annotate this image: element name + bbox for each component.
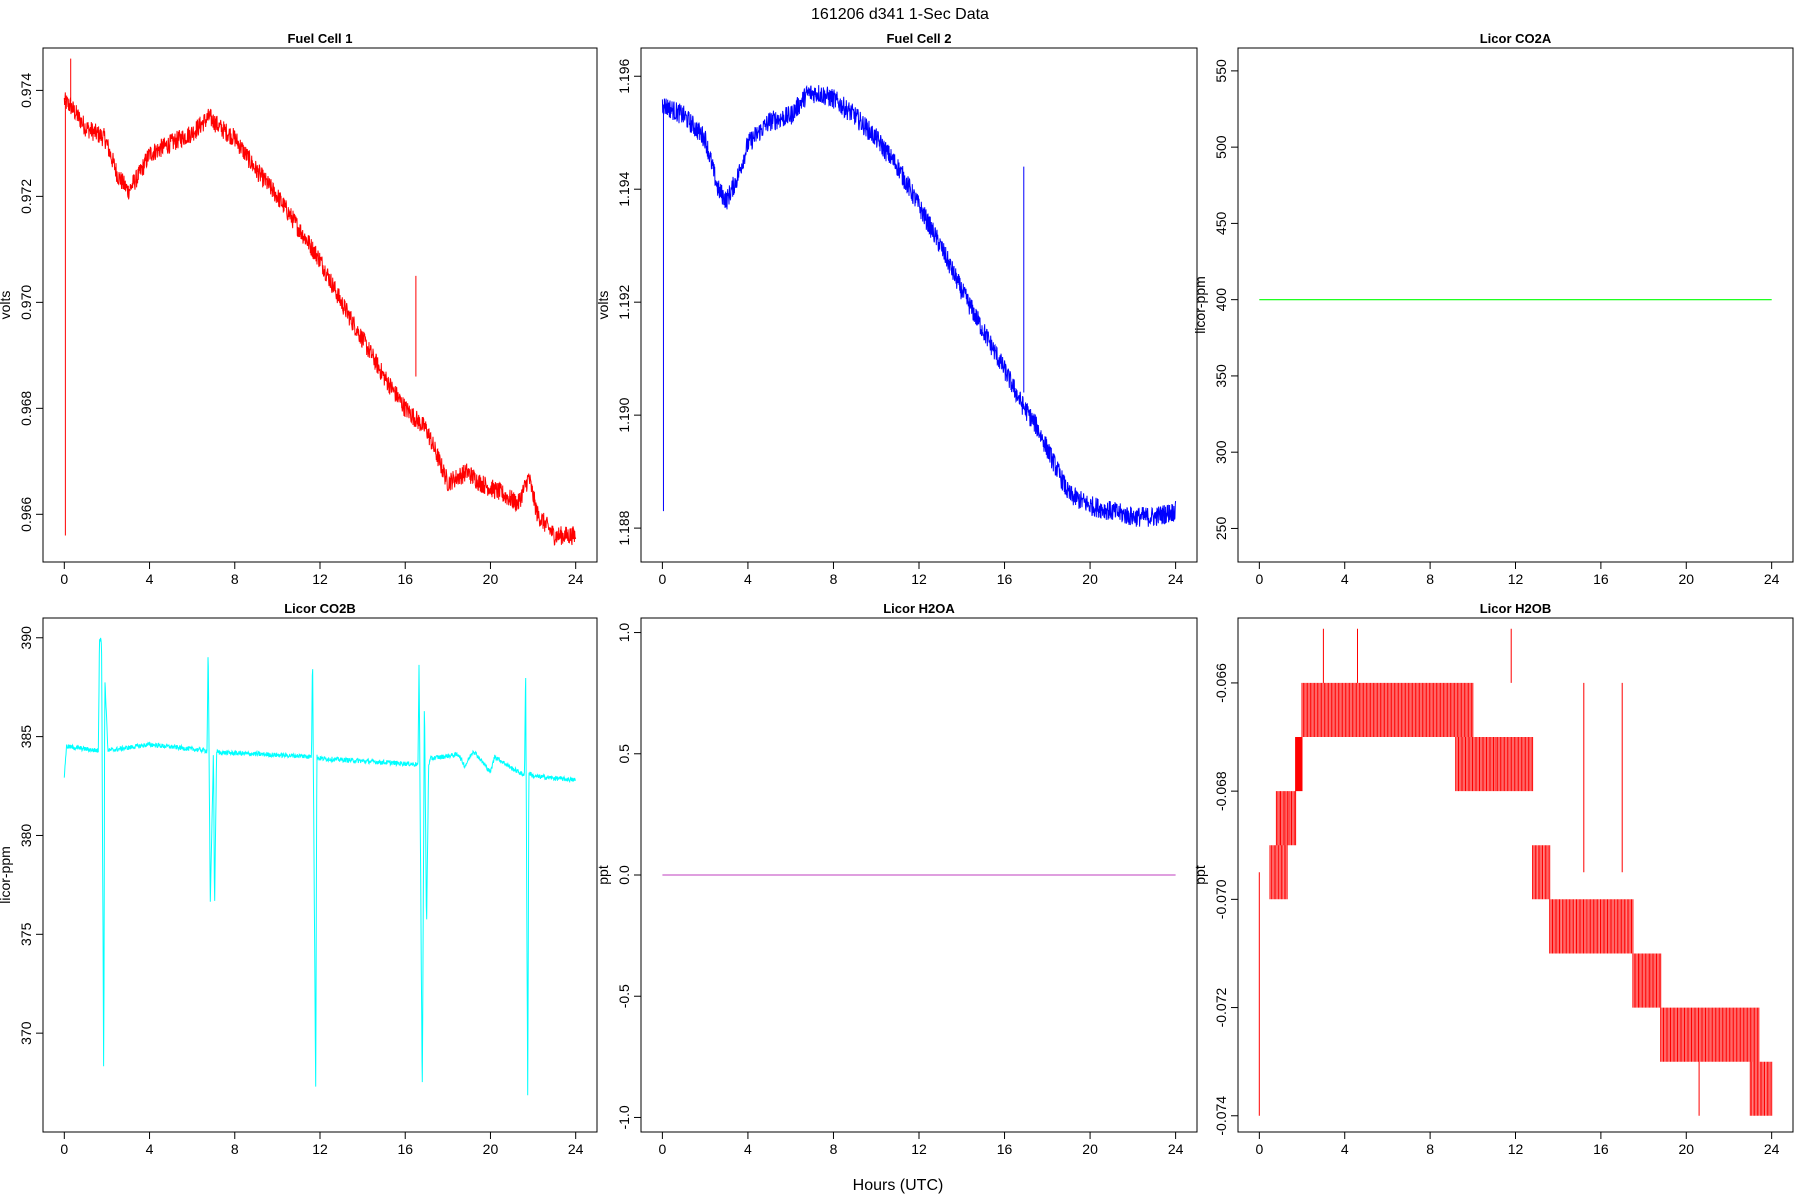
x-tick-label-co2a: 24 bbox=[1764, 571, 1780, 587]
x-tick-label-h2oa: 16 bbox=[997, 1141, 1013, 1157]
panel-title-fc2: Fuel Cell 2 bbox=[886, 31, 951, 46]
x-tick-label-h2ob: 0 bbox=[1255, 1141, 1263, 1157]
y-tick-label-co2b: 370 bbox=[18, 1021, 34, 1045]
y-axis-label-h2oa: ppt bbox=[595, 865, 611, 885]
y-tick-label-fc2: 1.192 bbox=[616, 284, 632, 319]
x-tick-label-fc2: 8 bbox=[830, 571, 838, 587]
x-tick-label-fc1: 12 bbox=[312, 571, 328, 587]
y-tick-label-co2a: 250 bbox=[1213, 517, 1229, 541]
x-tick-label-fc2: 0 bbox=[658, 571, 666, 587]
y-axis-label-co2a: licor-ppm bbox=[1192, 276, 1208, 334]
y-tick-label-fc1: 0.966 bbox=[18, 497, 34, 532]
series-fc2 bbox=[661, 84, 1177, 527]
x-tick-label-h2ob: 8 bbox=[1426, 1141, 1434, 1157]
series-co2b bbox=[63, 637, 576, 1096]
x-tick-label-co2b: 4 bbox=[146, 1141, 154, 1157]
y-tick-label-fc2: 1.188 bbox=[616, 510, 632, 545]
y-tick-label-co2b: 375 bbox=[18, 922, 34, 946]
plot-frame-co2a bbox=[1237, 47, 1794, 563]
panel-title-h2ob: Licor H2OB bbox=[1480, 601, 1552, 616]
x-tick-label-h2oa: 0 bbox=[658, 1141, 666, 1157]
y-tick-label-co2a: 400 bbox=[1213, 288, 1229, 312]
x-tick-label-fc2: 16 bbox=[997, 571, 1013, 587]
x-tick-label-co2b: 20 bbox=[483, 1141, 499, 1157]
x-tick-label-fc1: 8 bbox=[231, 571, 239, 587]
y-tick-label-h2ob: -0.074 bbox=[1213, 1096, 1229, 1136]
x-tick-label-co2a: 12 bbox=[1508, 571, 1524, 587]
x-tick-label-h2oa: 20 bbox=[1082, 1141, 1098, 1157]
panel-title-co2a: Licor CO2A bbox=[1480, 31, 1552, 46]
series-fc1 bbox=[63, 92, 577, 546]
y-tick-label-co2a: 550 bbox=[1213, 59, 1229, 83]
figure-title: 161206 d341 1-Sec Data bbox=[811, 6, 989, 23]
y-tick-label-h2oa: -1.0 bbox=[616, 1105, 632, 1129]
panel-title-fc1: Fuel Cell 1 bbox=[287, 31, 352, 46]
x-tick-label-fc1: 0 bbox=[60, 571, 68, 587]
x-tick-label-co2b: 24 bbox=[568, 1141, 584, 1157]
y-tick-label-fc1: 0.968 bbox=[18, 391, 34, 426]
y-tick-label-fc1: 0.972 bbox=[18, 179, 34, 214]
y-tick-label-h2oa: 0.5 bbox=[616, 744, 632, 764]
plot-frame-fc1 bbox=[42, 47, 598, 563]
x-tick-label-co2a: 0 bbox=[1255, 571, 1263, 587]
x-tick-label-h2oa: 4 bbox=[744, 1141, 752, 1157]
x-tick-label-co2a: 16 bbox=[1593, 571, 1609, 587]
x-tick-label-co2a: 4 bbox=[1341, 571, 1349, 587]
y-tick-label-h2ob: -0.070 bbox=[1213, 879, 1229, 919]
x-tick-label-fc2: 12 bbox=[911, 571, 927, 587]
x-tick-label-fc2: 20 bbox=[1082, 571, 1098, 587]
y-tick-label-h2oa: 1.0 bbox=[616, 623, 632, 643]
x-tick-label-co2b: 16 bbox=[397, 1141, 413, 1157]
panel-title-h2oa: Licor H2OA bbox=[883, 601, 955, 616]
y-axis-label-h2ob: ppt bbox=[1192, 865, 1208, 885]
x-tick-label-h2ob: 12 bbox=[1508, 1141, 1524, 1157]
x-tick-label-h2ob: 24 bbox=[1764, 1141, 1780, 1157]
y-tick-label-co2b: 390 bbox=[18, 626, 34, 650]
plot-frame-co2b bbox=[42, 617, 598, 1133]
y-tick-label-co2a: 300 bbox=[1213, 440, 1229, 464]
x-tick-label-h2ob: 20 bbox=[1678, 1141, 1694, 1157]
y-axis-label-co2b: licor-ppm bbox=[0, 846, 13, 904]
y-tick-label-fc1: 0.970 bbox=[18, 285, 34, 320]
x-tick-label-h2oa: 24 bbox=[1168, 1141, 1184, 1157]
plot-frame-fc2 bbox=[640, 47, 1198, 563]
series-h2ob bbox=[1258, 628, 1773, 1116]
x-tick-label-fc2: 4 bbox=[744, 571, 752, 587]
y-tick-label-h2ob: -0.068 bbox=[1213, 771, 1229, 811]
y-tick-label-h2oa: 0.0 bbox=[616, 865, 632, 885]
x-tick-label-fc1: 20 bbox=[483, 571, 499, 587]
y-tick-label-fc2: 1.194 bbox=[616, 171, 632, 206]
y-axis-label-fc1: volts bbox=[0, 291, 13, 320]
y-tick-label-fc2: 1.196 bbox=[616, 59, 632, 94]
x-tick-label-fc1: 24 bbox=[568, 571, 584, 587]
y-tick-label-h2oa: -0.5 bbox=[616, 984, 632, 1008]
y-tick-label-fc1: 0.974 bbox=[18, 73, 34, 108]
y-tick-label-co2b: 380 bbox=[18, 824, 34, 848]
y-tick-label-h2ob: -0.066 bbox=[1213, 663, 1229, 703]
x-tick-label-co2b: 0 bbox=[60, 1141, 68, 1157]
x-tick-label-co2b: 12 bbox=[312, 1141, 328, 1157]
x-tick-label-h2oa: 8 bbox=[830, 1141, 838, 1157]
x-tick-label-h2ob: 4 bbox=[1341, 1141, 1349, 1157]
x-tick-label-fc1: 4 bbox=[146, 571, 154, 587]
x-tick-label-h2oa: 12 bbox=[911, 1141, 927, 1157]
y-tick-label-h2ob: -0.072 bbox=[1213, 987, 1229, 1027]
x-axis-title: Hours (UTC) bbox=[853, 1177, 944, 1194]
y-axis-label-fc2: volts bbox=[595, 291, 611, 320]
x-tick-label-fc1: 16 bbox=[397, 571, 413, 587]
x-tick-label-co2b: 8 bbox=[231, 1141, 239, 1157]
y-tick-label-fc2: 1.190 bbox=[616, 397, 632, 432]
x-tick-label-co2a: 8 bbox=[1426, 571, 1434, 587]
y-tick-label-co2a: 350 bbox=[1213, 364, 1229, 388]
y-tick-label-co2a: 500 bbox=[1213, 135, 1229, 159]
x-tick-label-fc2: 24 bbox=[1168, 571, 1184, 587]
x-tick-label-co2a: 20 bbox=[1678, 571, 1694, 587]
x-tick-label-h2ob: 16 bbox=[1593, 1141, 1609, 1157]
y-tick-label-co2a: 450 bbox=[1213, 212, 1229, 236]
y-tick-label-co2b: 385 bbox=[18, 725, 34, 749]
panel-title-co2b: Licor CO2B bbox=[284, 601, 356, 616]
